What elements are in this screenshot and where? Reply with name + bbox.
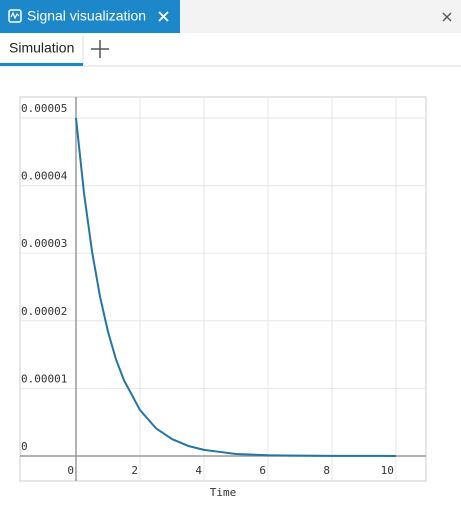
- tab-title: Signal visualization: [27, 8, 146, 24]
- tab-icon: [8, 9, 22, 23]
- subtab[interactable]: Simulation: [9, 40, 74, 56]
- y-tick-label: 0: [21, 440, 28, 453]
- add-tab[interactable]: [91, 40, 109, 58]
- y-tick-label: 0.00001: [21, 372, 67, 385]
- y-tick-label: 0.00004: [21, 170, 68, 183]
- active-tab[interactable]: [0, 0, 180, 33]
- subtab-underline: [0, 63, 83, 66]
- x-axis-label: Time: [210, 486, 237, 499]
- x-tick-label: 0: [67, 464, 74, 477]
- y-tick-label: 0.00005: [21, 102, 67, 115]
- x-tick-label: 2: [131, 464, 138, 477]
- x-tick-label: 8: [323, 464, 330, 477]
- plot: 0 0.00001 0.00002 0.00003 0.00004 0.00005 0 2 4 6…: [20, 97, 426, 481]
- tab-icon-wave: [10, 11, 20, 20]
- x-tick-label: 6: [259, 464, 266, 477]
- tab-close[interactable]: [158, 11, 169, 22]
- plot-frame: [19, 96, 427, 482]
- y-tick-label: 0.00003: [21, 237, 67, 250]
- x-tick-label: 10: [381, 464, 394, 477]
- signal-line: [74, 117, 396, 457]
- subtab-bar: [0, 33, 461, 66]
- y-tick-label: 0.00002: [21, 305, 67, 318]
- x-tick-label: 4: [195, 464, 202, 477]
- window-close[interactable]: [442, 12, 452, 22]
